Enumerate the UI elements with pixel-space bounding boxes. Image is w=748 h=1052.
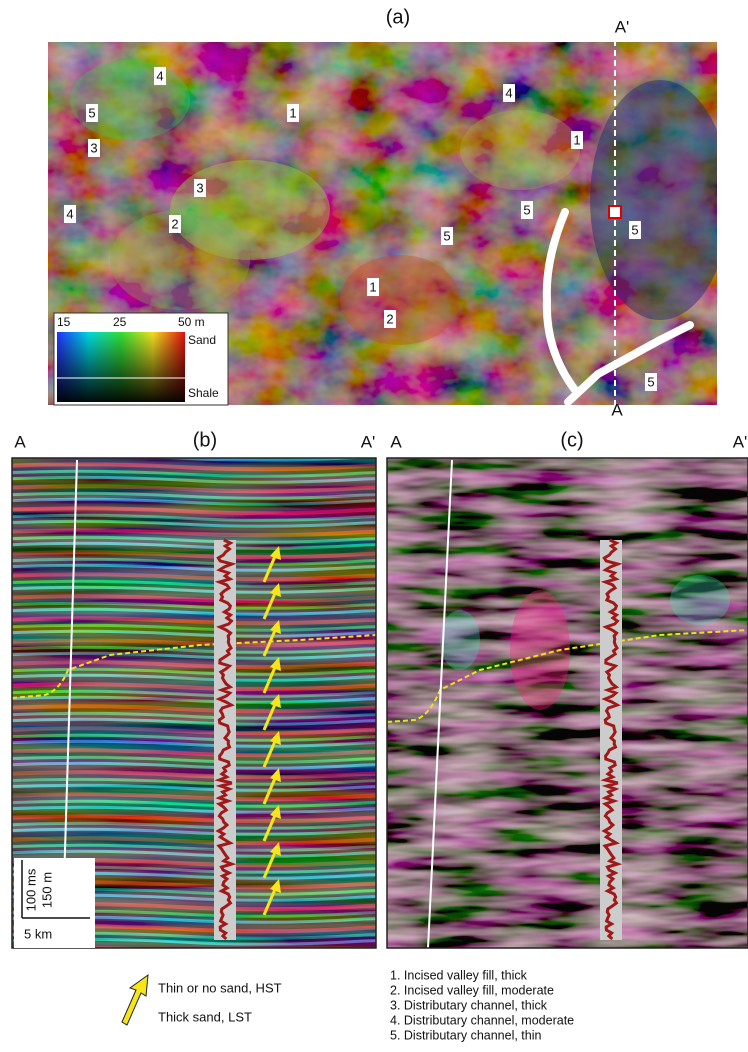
map-image — [48, 42, 717, 405]
colorbar-tick: 50 m — [178, 315, 205, 329]
label-box — [571, 131, 583, 149]
map-label: 4 — [505, 85, 512, 100]
arrow — [262, 812, 278, 842]
label-box — [384, 310, 396, 328]
map-label: 5 — [88, 105, 95, 120]
attribute-section — [387, 458, 748, 948]
label-box — [88, 139, 100, 157]
map-label: 5 — [631, 222, 638, 237]
arrowhead — [270, 657, 281, 671]
arrowhead — [270, 805, 281, 819]
arrowhead — [270, 583, 281, 597]
label-box — [645, 373, 657, 391]
arrow — [262, 590, 278, 620]
key-item: 1. Incised valley fill, thick — [390, 968, 528, 982]
label-box — [154, 67, 166, 85]
arrowhead — [270, 694, 281, 708]
label-box — [503, 84, 515, 102]
arrow — [262, 627, 278, 657]
well-marker — [608, 205, 622, 219]
legend-label: Thick sand, LST — [158, 1009, 252, 1024]
arrow — [262, 701, 278, 731]
section-end: A — [14, 432, 26, 451]
map-label: 4 — [66, 206, 73, 221]
channel-outline — [564, 321, 694, 406]
sand-arrows — [262, 546, 281, 916]
section-end: A — [611, 400, 623, 419]
colorbar: 15 25 50 m Sand Shale — [53, 312, 229, 406]
section-end: A — [390, 432, 402, 451]
scale-bar: 100 ms 150 m 5 km — [14, 858, 95, 948]
colorbar-tick: 25 — [113, 315, 127, 329]
map-label: 2 — [386, 311, 393, 326]
label-box — [441, 227, 453, 245]
colorbar-label: Sand — [188, 333, 216, 347]
map-label: 1 — [289, 105, 296, 120]
panel-title: (a) — [386, 6, 410, 28]
label-box — [64, 205, 76, 223]
map-label: 5 — [443, 228, 450, 243]
label-box — [287, 104, 299, 122]
label-box — [521, 201, 533, 219]
map-label: 3 — [90, 140, 97, 155]
scale-label: 100 ms — [23, 868, 38, 911]
key-item: 3. Distributary channel, thick — [390, 998, 548, 1012]
map-label: 4 — [156, 68, 163, 83]
panel-title: (b) — [193, 429, 217, 451]
arrow — [262, 849, 278, 879]
map-label: 1 — [573, 132, 580, 147]
key-item: 2. Incised valley fill, moderate — [390, 983, 554, 997]
legend-label: Thin or no sand, HST — [158, 980, 282, 995]
map-label: 2 — [171, 216, 178, 231]
map-label: 1 — [369, 279, 376, 294]
arrow — [262, 553, 278, 583]
arrow — [262, 886, 278, 916]
label-box — [169, 215, 181, 233]
section-end: A' — [733, 432, 748, 451]
map-label: 5 — [647, 374, 654, 389]
arrowhead — [270, 879, 281, 893]
arrowhead — [270, 842, 281, 856]
colorbar-label: Shale — [188, 386, 219, 400]
label-box — [629, 221, 641, 239]
channel-outline — [542, 208, 579, 394]
label-box — [194, 179, 206, 197]
arrow — [262, 664, 278, 694]
arrowhead — [270, 546, 281, 560]
label-box — [86, 104, 98, 122]
key-item: 4. Distributary channel, moderate — [390, 1013, 574, 1027]
arrowhead — [270, 620, 281, 634]
map-label: 5 — [523, 202, 530, 217]
scale-label: 150 m — [39, 872, 54, 908]
arrowhead — [270, 768, 281, 782]
map-label: 3 — [196, 180, 203, 195]
arrowhead — [270, 731, 281, 745]
legend: Thin or no sand, HST Thick sand, LST — [121, 973, 282, 1026]
arrow — [262, 775, 278, 805]
arrow — [262, 738, 278, 768]
key-item: 5. Distributary channel, thin — [390, 1028, 542, 1042]
scale-label: 5 km — [24, 926, 52, 941]
colorbar-tick: 15 — [57, 315, 71, 329]
section-end: A' — [615, 17, 630, 36]
label-box — [367, 278, 379, 296]
section-end: A' — [361, 432, 376, 451]
panel-title: (c) — [560, 429, 583, 451]
